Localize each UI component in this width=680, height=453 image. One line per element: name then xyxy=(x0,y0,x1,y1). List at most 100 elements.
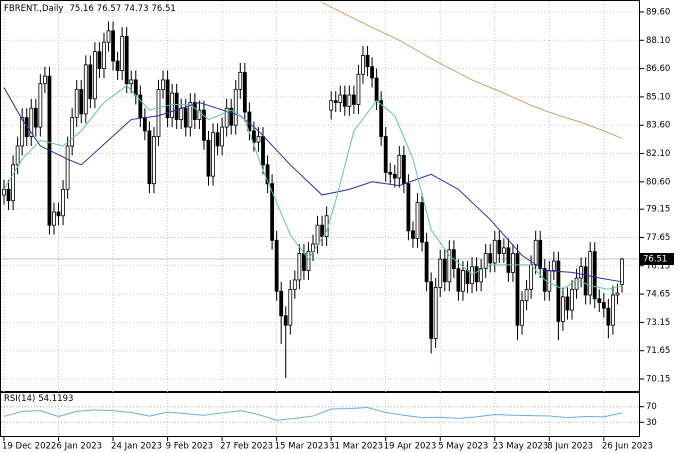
x-tick-label: 26 Jun 2023 xyxy=(602,442,653,452)
candle-body xyxy=(11,164,15,202)
candle-body xyxy=(192,102,197,120)
candle-body xyxy=(74,88,79,119)
candle-body xyxy=(29,107,34,137)
candle-body xyxy=(61,188,65,217)
candle-body xyxy=(65,145,70,190)
candle-body xyxy=(15,145,20,166)
y-tick-label: 74.65 xyxy=(646,290,670,300)
x-tick-label: 9 Feb 2023 xyxy=(166,442,214,452)
candle-body xyxy=(88,64,93,100)
moving-average xyxy=(3,87,623,283)
grid xyxy=(1,1,639,436)
candle-body xyxy=(570,288,574,311)
candle-body xyxy=(406,183,411,232)
candle-body xyxy=(515,253,520,326)
x-tick-label: 31 Mar 2023 xyxy=(329,442,383,452)
candle-body xyxy=(79,88,84,115)
rsi-title: RSI(14) xyxy=(4,394,35,404)
candle-body xyxy=(379,100,384,137)
candle-body xyxy=(465,270,470,285)
candle-body xyxy=(306,251,311,271)
candle-body xyxy=(170,92,175,119)
x-tick-label: 24 Jan 2023 xyxy=(111,442,162,452)
candle-body xyxy=(238,71,243,90)
candle-body xyxy=(24,117,29,137)
x-tick-label: 19 Dec 2022 xyxy=(2,442,56,452)
candle-body xyxy=(551,260,556,271)
candle-body xyxy=(520,300,524,326)
candle-body xyxy=(365,54,370,68)
candle-body xyxy=(342,94,347,107)
candle-body xyxy=(561,296,565,322)
ohlc-value: 76.57 xyxy=(97,4,121,14)
y-tick-label: 88.10 xyxy=(646,36,670,46)
candle-body xyxy=(388,171,393,175)
candle-body xyxy=(361,54,365,75)
candle-body xyxy=(479,268,484,283)
candle-body xyxy=(606,307,611,326)
candle-body xyxy=(615,292,620,296)
candle-body xyxy=(120,36,125,71)
candle-body xyxy=(588,251,593,296)
candle-body xyxy=(529,264,534,290)
candle-body xyxy=(124,36,129,85)
candle-body xyxy=(20,117,25,147)
candle-body xyxy=(488,253,493,264)
candle-body xyxy=(579,266,584,279)
candle-body xyxy=(38,83,43,128)
candle-body xyxy=(429,281,434,339)
moving-average xyxy=(3,84,623,290)
y-tick-label: 70 xyxy=(646,402,657,412)
candle-body xyxy=(383,136,388,173)
candle-body xyxy=(233,88,238,126)
candle-body xyxy=(456,268,461,292)
candle-body xyxy=(470,266,474,285)
rsi-line xyxy=(3,406,623,421)
candle-body xyxy=(224,107,229,128)
candle-body xyxy=(197,109,202,120)
candle-body xyxy=(315,224,320,245)
candle-body xyxy=(438,258,443,288)
candle-body xyxy=(152,136,156,185)
y-tick-label: 71.65 xyxy=(646,346,670,356)
candle-body xyxy=(220,126,225,147)
candle-body xyxy=(374,77,379,102)
candle-body xyxy=(511,253,515,273)
candle-body xyxy=(424,241,429,283)
x-tick-label: 8 Jun 2023 xyxy=(547,442,593,452)
y-tick-label: 76.15 xyxy=(646,261,670,271)
candle-body xyxy=(202,109,206,141)
x-tick-label: 15 Mar 2023 xyxy=(275,442,329,452)
candle-body xyxy=(142,117,147,132)
x-tick-label: 19 Apr 2023 xyxy=(384,442,437,452)
candle-body xyxy=(33,107,38,128)
rsi-frame xyxy=(0,392,640,437)
candle-body xyxy=(538,239,543,270)
y-tick-label: 70.15 xyxy=(646,374,670,384)
candle-body xyxy=(270,183,275,241)
candle-body xyxy=(206,139,211,177)
candle-body xyxy=(333,100,338,103)
candle-body xyxy=(397,154,402,179)
candle-body xyxy=(415,202,420,239)
y-tick-label: 77.65 xyxy=(646,233,670,243)
candle-body xyxy=(611,294,615,326)
ohlc-value: 75.16 xyxy=(69,4,93,14)
moving-average xyxy=(321,2,623,139)
candle-body xyxy=(183,107,188,128)
labels: 89.60 88.10 86.60 85.10 83.60 82.10 80.60 79.15… xyxy=(2,4,674,452)
y-tick-label: 30 xyxy=(646,418,657,428)
candle-body xyxy=(179,107,184,120)
marks xyxy=(2,2,624,421)
candle-body xyxy=(242,71,247,113)
rsi-value: 54.1193 xyxy=(38,394,73,404)
candle-body xyxy=(597,298,602,303)
y-tick-label: 85.10 xyxy=(646,92,670,102)
candle-body xyxy=(338,94,343,103)
x-tick-label: 5 May 2023 xyxy=(438,442,488,452)
candle-body xyxy=(92,51,97,100)
candle-body xyxy=(174,92,179,120)
y-tick-label: 83.60 xyxy=(646,121,670,131)
candle-body xyxy=(138,94,143,119)
